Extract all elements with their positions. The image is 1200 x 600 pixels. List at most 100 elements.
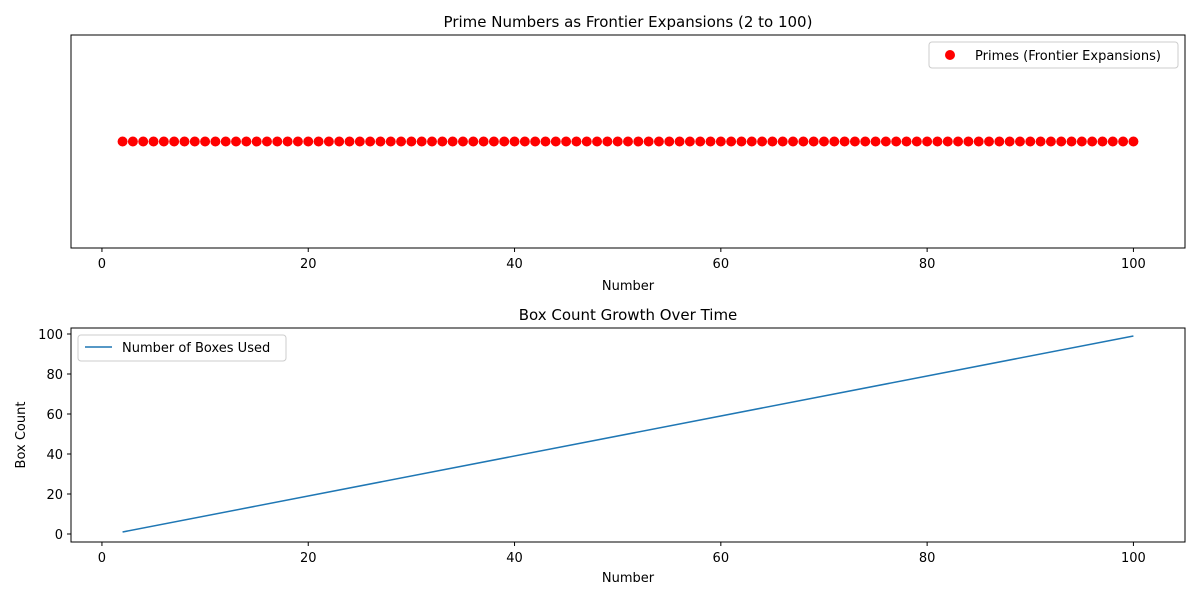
scatter-point: [447, 136, 458, 147]
scatter-point: [1035, 136, 1046, 147]
scatter-point: [911, 136, 922, 147]
scatter-point: [334, 136, 345, 147]
x-tick-label: 100: [1121, 257, 1146, 272]
scatter-point: [849, 136, 860, 147]
scatter-legend-marker: [945, 50, 955, 60]
scatter-point: [736, 136, 747, 147]
scatter-point: [127, 136, 138, 147]
scatter-point: [953, 136, 964, 147]
scatter-point: [726, 136, 737, 147]
scatter-point: [385, 136, 396, 147]
scatter-point: [984, 136, 995, 147]
scatter-point: [612, 136, 623, 147]
scatter-xlabel: Number: [602, 279, 655, 294]
scatter-point: [519, 136, 530, 147]
scatter-points: [117, 136, 1139, 147]
scatter-point: [891, 136, 902, 147]
x-tick-label: 60: [713, 257, 730, 272]
line-legend-label: Number of Boxes Used: [122, 341, 270, 356]
scatter-axes-frame: [70, 34, 1186, 249]
scatter-point: [406, 136, 417, 147]
scatter-point: [488, 136, 499, 147]
scatter-point: [829, 136, 840, 147]
scatter-point: [561, 136, 572, 147]
scatter-point: [530, 136, 541, 147]
scatter-point: [932, 136, 943, 147]
scatter-point: [674, 136, 685, 147]
scatter-point: [169, 136, 180, 147]
scatter-point: [499, 136, 510, 147]
x-tick-label: 40: [506, 257, 523, 272]
scatter-point: [323, 136, 334, 147]
scatter-point: [292, 136, 303, 147]
scatter-point: [880, 136, 891, 147]
scatter-point: [251, 136, 262, 147]
scatter-point: [818, 136, 829, 147]
scatter-point: [839, 136, 850, 147]
scatter-point: [138, 136, 149, 147]
scatter-point: [623, 136, 633, 147]
scatter-point: [860, 136, 871, 147]
scatter-point: [117, 136, 128, 147]
scatter-point: [303, 136, 314, 147]
scatter-point: [365, 136, 376, 147]
scatter-point: [602, 136, 613, 147]
scatter-point: [973, 136, 984, 147]
scatter-point: [767, 136, 778, 147]
scatter-panel: Prime Numbers as Frontier Expansions (2 …: [70, 13, 1186, 294]
scatter-point: [437, 136, 448, 147]
x-tick-label: 80: [919, 257, 936, 272]
line-panel: Box Count Growth Over Time 0 20 40 60 80 100 …: [14, 306, 1186, 586]
scatter-point: [550, 136, 561, 147]
line-series: [122, 335, 1134, 533]
scatter-legend-box: [928, 41, 1179, 69]
x-tick-label: 0: [98, 257, 106, 272]
scatter-point: [282, 136, 293, 147]
scatter-point: [994, 136, 1005, 147]
scatter-point: [581, 136, 592, 147]
line-legend: Number of Boxes Used: [77, 334, 287, 362]
scatter-point: [540, 136, 551, 147]
scatter-point: [1076, 136, 1087, 147]
scatter-point: [788, 136, 799, 147]
y-tick-label: 100: [38, 328, 63, 343]
scatter-point: [1087, 136, 1098, 147]
scatter-point: [457, 136, 468, 147]
scatter-title: Prime Numbers as Frontier Expansions (2 …: [444, 13, 813, 31]
scatter-point: [808, 136, 819, 147]
scatter-point: [158, 136, 169, 147]
scatter-point: [664, 136, 675, 147]
scatter-point: [1056, 136, 1067, 147]
scatter-point: [179, 136, 190, 147]
scatter-point: [396, 136, 407, 147]
scatter-point: [1045, 136, 1056, 147]
scatter-point: [757, 136, 768, 147]
scatter-point: [633, 136, 644, 147]
y-tick-label: 60: [46, 408, 63, 423]
scatter-point: [777, 136, 788, 147]
scatter-point: [189, 136, 200, 147]
line-ylabel: Box Count: [14, 402, 29, 469]
scatter-point: [643, 136, 654, 147]
y-tick-label: 80: [46, 368, 63, 383]
scatter-x-ticks: 0 20 40 60 80 100: [98, 248, 1146, 272]
scatter-point: [478, 136, 489, 147]
scatter-point: [1066, 136, 1077, 147]
scatter-point: [354, 136, 365, 147]
scatter-point: [684, 136, 695, 147]
scatter-point: [1118, 136, 1129, 147]
scatter-point: [746, 136, 757, 147]
x-tick-label: 100: [1121, 551, 1146, 566]
x-tick-label: 60: [713, 551, 730, 566]
scatter-point: [798, 136, 809, 147]
scatter-point: [416, 136, 427, 147]
scatter-point: [870, 136, 881, 147]
scatter-point: [468, 136, 479, 147]
scatter-point: [272, 136, 283, 147]
scatter-point: [313, 136, 324, 147]
scatter-point: [942, 136, 953, 147]
scatter-point: [1107, 136, 1118, 147]
line-legend-box: [77, 334, 287, 362]
scatter-point: [715, 136, 726, 147]
